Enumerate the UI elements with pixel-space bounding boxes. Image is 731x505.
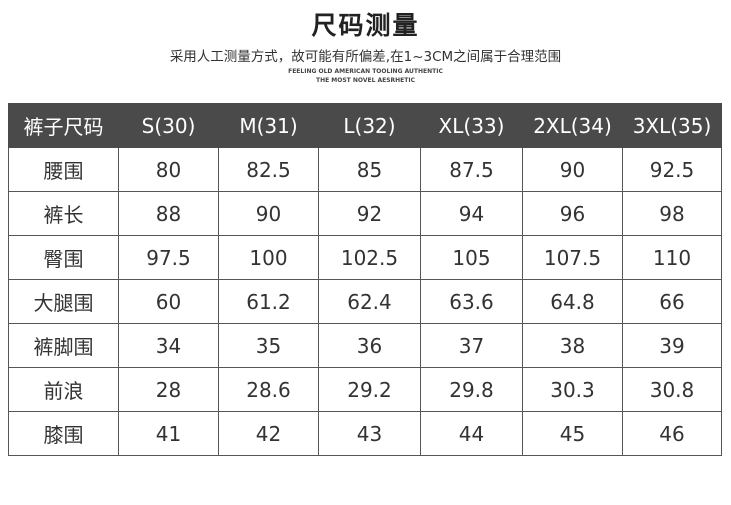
- column-header: 3XL(35): [622, 103, 722, 148]
- title: 尺码测量: [311, 11, 420, 40]
- cell: 100: [218, 235, 319, 280]
- row-label: 裤长: [8, 191, 119, 236]
- cell: 98: [622, 191, 722, 236]
- cell: 30.3: [522, 367, 623, 412]
- cell: 44: [420, 411, 523, 456]
- cell: 90: [522, 147, 623, 192]
- cell: 64.8: [522, 279, 623, 324]
- cell: 46: [622, 411, 722, 456]
- cell: 62.4: [318, 279, 421, 324]
- cell: 61.2: [218, 279, 319, 324]
- table-row: 大腿围 60 61.2 62.4 63.6 64.8 66: [8, 279, 722, 324]
- cell: 38: [522, 323, 623, 368]
- size-table: 裤子尺码 S(30) M(31) L(32) XL(33) 2XL(34) 3XL(35) …: [8, 103, 722, 456]
- row-label: 腰围: [8, 147, 119, 192]
- cell: 34: [118, 323, 219, 368]
- subtitle: 采用人工测量方式，故可能有所偏差,在1~3CM之间属于合理范围: [169, 49, 562, 65]
- cell: 43: [318, 411, 421, 456]
- column-header: 2XL(34): [522, 103, 623, 148]
- cell: 88: [118, 191, 219, 236]
- cell: 28: [118, 367, 219, 412]
- cell: 28.6: [218, 367, 319, 412]
- table-row: 前浪 28 28.6 29.2 29.8 30.3 30.8: [8, 367, 722, 412]
- cell: 42: [218, 411, 319, 456]
- cell: 35: [218, 323, 319, 368]
- table-row: 裤长 88 90 92 94 96 98: [8, 191, 722, 236]
- row-label: 前浪: [8, 367, 119, 412]
- cell: 29.2: [318, 367, 421, 412]
- table-row: 裤脚围 34 35 36 37 38 39: [8, 323, 722, 368]
- table-row: 臀围 97.5 100 102.5 105 107.5 110: [8, 235, 722, 280]
- cell: 30.8: [622, 367, 722, 412]
- cell: 92: [318, 191, 421, 236]
- table-row: 腰围 80 82.5 85 87.5 90 92.5: [8, 147, 722, 192]
- cell: 36: [318, 323, 421, 368]
- cell: 39: [622, 323, 722, 368]
- row-label: 臀围: [8, 235, 119, 280]
- cell: 96: [522, 191, 623, 236]
- cell: 87.5: [420, 147, 523, 192]
- cell: 45: [522, 411, 623, 456]
- cell: 63.6: [420, 279, 523, 324]
- cell: 41: [118, 411, 219, 456]
- cell: 105: [420, 235, 523, 280]
- cell: 85: [318, 147, 421, 192]
- table-row: 膝围 41 42 43 44 45 46: [8, 411, 722, 456]
- tagline: THE MOST NOVEL AESRHETIC: [315, 77, 416, 84]
- cell: 66: [622, 279, 722, 324]
- column-header: L(32): [318, 103, 421, 148]
- column-header: 裤子尺码: [8, 103, 119, 148]
- cell: 102.5: [318, 235, 421, 280]
- cell: 110: [622, 235, 722, 280]
- cell: 92.5: [622, 147, 722, 192]
- cell: 107.5: [522, 235, 623, 280]
- cell: 60: [118, 279, 219, 324]
- cell: 94: [420, 191, 523, 236]
- cell: 29.8: [420, 367, 523, 412]
- cell: 80: [118, 147, 219, 192]
- tagline: FEELING OLD AMERICAN TOOLING AUTHENTIC: [288, 68, 443, 75]
- cell: 97.5: [118, 235, 219, 280]
- row-label: 大腿围: [8, 279, 119, 324]
- column-header: S(30): [118, 103, 219, 148]
- row-label: 裤脚围: [8, 323, 119, 368]
- column-header: XL(33): [420, 103, 523, 148]
- cell: 37: [420, 323, 523, 368]
- row-label: 膝围: [8, 411, 119, 456]
- cell: 82.5: [218, 147, 319, 192]
- column-header: M(31): [218, 103, 319, 148]
- cell: 90: [218, 191, 319, 236]
- header-row: 裤子尺码 S(30) M(31) L(32) XL(33) 2XL(34) 3XL(35): [8, 103, 722, 148]
